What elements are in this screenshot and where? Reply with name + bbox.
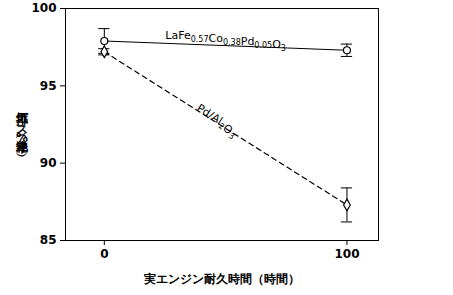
- svg-text:排気ガス浄化率（%）: 排気ガス浄化率（%）: [15, 103, 29, 157]
- svg-text:Pd/Al2O3: Pd/Al2O3: [192, 101, 241, 141]
- svg-text:100: 100: [31, 1, 56, 15]
- svg-text:実エンジン耐久時間（時間）: 実エンジン耐久時間（時間）: [143, 272, 300, 286]
- svg-text:100: 100: [334, 247, 359, 261]
- svg-text:LaFe0.57Co0.38Pd0.05O3: LaFe0.57Co0.38Pd0.05O3: [165, 29, 286, 53]
- svg-text:85: 85: [40, 233, 57, 247]
- svg-text:95: 95: [40, 79, 57, 93]
- svg-text:0: 0: [100, 247, 108, 261]
- svg-text:90: 90: [40, 156, 57, 170]
